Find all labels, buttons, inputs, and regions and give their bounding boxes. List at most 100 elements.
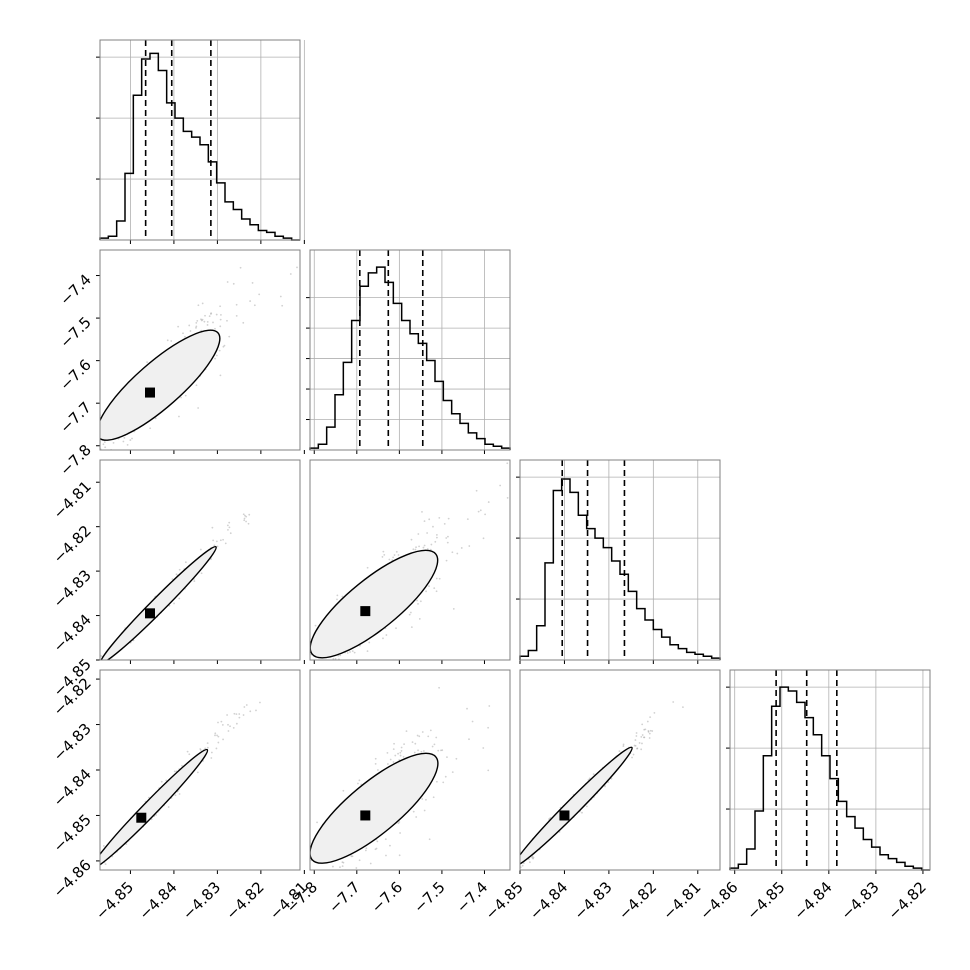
scatter-point — [417, 602, 419, 605]
scatter-point — [196, 319, 199, 322]
ytick-label-row2: −4.81 — [50, 477, 95, 522]
scatter-point — [622, 743, 625, 746]
scatter-point — [178, 597, 181, 600]
scatter-point — [441, 749, 444, 752]
scatter-point — [438, 516, 441, 519]
scatter-point — [92, 427, 94, 429]
hist-panel-0 — [96, 39, 305, 244]
scatter-point — [648, 737, 651, 739]
scatter-point — [392, 761, 395, 763]
scatter-point — [444, 775, 447, 778]
scatter-point — [389, 844, 391, 847]
scatter-point — [440, 749, 442, 752]
scatter-point — [112, 455, 114, 457]
scatter-point — [216, 734, 218, 737]
scatter-point — [507, 874, 509, 876]
scatter-point — [381, 556, 384, 558]
scatter-point — [203, 320, 206, 323]
pair-panel-3-0 — [91, 669, 305, 876]
scatter-point — [636, 747, 639, 750]
scatter-point — [346, 652, 349, 654]
scatter-point — [213, 544, 216, 547]
scatter-point — [181, 764, 183, 767]
scatter-point — [641, 723, 644, 726]
xtick-label-col3: −4.86 — [696, 878, 741, 923]
scatter-point — [394, 754, 397, 757]
scatter-point — [649, 729, 652, 732]
scatter-point — [165, 779, 168, 782]
scatter-point — [100, 672, 102, 674]
scatter-point — [238, 716, 241, 719]
scatter-point — [170, 340, 173, 342]
scatter-point — [186, 750, 189, 753]
scatter-point — [182, 332, 184, 335]
scatter-point — [107, 664, 109, 666]
scatter-point — [399, 832, 401, 834]
scatter-point — [215, 747, 218, 750]
scatter-point — [220, 720, 223, 723]
scatter-point — [435, 736, 438, 739]
scatter-point — [199, 748, 202, 750]
scatter-point — [210, 751, 213, 754]
scatter-point — [432, 525, 434, 528]
scatter-point — [499, 885, 501, 887]
contour-level — [100, 545, 217, 660]
scatter-point — [442, 781, 445, 784]
scatter-point — [456, 552, 459, 555]
scatter-point — [487, 501, 490, 503]
scatter-point — [431, 745, 434, 748]
scatter-point — [418, 545, 420, 548]
scatter-point — [251, 282, 254, 284]
scatter-point — [682, 706, 684, 709]
scatter-point — [385, 634, 388, 636]
scatter-point — [305, 657, 307, 659]
scatter-point — [446, 756, 448, 759]
scatter-point — [506, 462, 509, 465]
scatter-point — [384, 838, 387, 841]
pair-frame — [519, 669, 721, 871]
scatter-point — [634, 744, 637, 747]
scatter-point — [101, 660, 103, 662]
scatter-point — [326, 663, 328, 665]
scatter-point — [200, 318, 202, 321]
scatter-point — [513, 869, 515, 871]
ytick-label-row1: −7.4 — [56, 271, 94, 309]
scatter-point — [353, 651, 356, 654]
scatter-point — [249, 710, 252, 713]
hist-frame — [729, 669, 931, 871]
pair-panel-2-0 — [93, 459, 305, 674]
scatter-point — [93, 664, 95, 666]
scatter-point — [631, 756, 633, 759]
scatter-point — [123, 436, 126, 439]
scatter-point — [506, 496, 509, 499]
scatter-point — [149, 427, 152, 430]
scatter-point — [229, 725, 231, 728]
scatter-point — [235, 713, 238, 715]
scatter-point — [622, 745, 625, 747]
contour-level — [100, 329, 221, 441]
scatter-point — [91, 874, 93, 876]
scatter-point — [171, 578, 174, 581]
scatter-point — [279, 295, 282, 298]
scatter-point — [222, 538, 224, 541]
scatter-point — [581, 811, 583, 814]
scatter-point — [521, 864, 524, 867]
scatter-point — [206, 742, 209, 745]
scatter-point — [348, 660, 350, 662]
hist-panel-2 — [516, 459, 721, 664]
scatter-point — [325, 673, 327, 675]
xtick-label-col2: −4.84 — [526, 878, 571, 923]
scatter-point — [303, 850, 305, 852]
scatter-point — [341, 861, 344, 863]
scatter-point — [193, 580, 196, 582]
panel-content — [499, 701, 684, 887]
scatter-point — [466, 707, 468, 710]
ytick-label-row2: −4.82 — [50, 522, 95, 567]
scatter-point — [640, 735, 643, 738]
scatter-point — [339, 654, 342, 657]
scatter-point — [414, 548, 417, 551]
scatter-point — [512, 865, 514, 867]
histogram-step — [729, 686, 930, 871]
scatter-point — [210, 757, 213, 759]
